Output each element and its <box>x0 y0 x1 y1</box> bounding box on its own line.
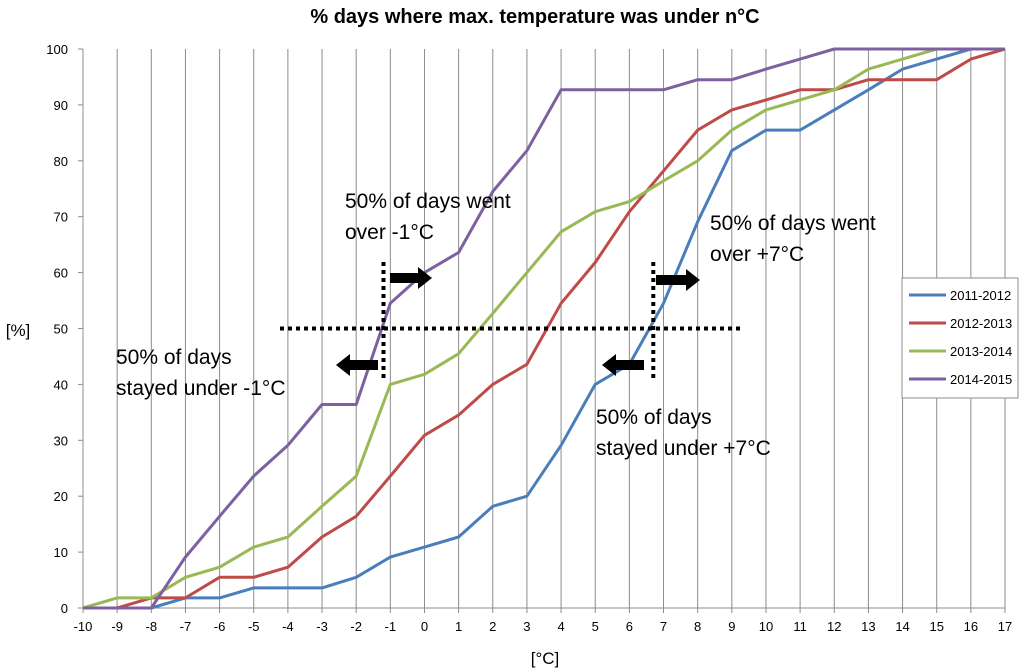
x-tick-label: 1 <box>455 619 462 634</box>
x-tick-label: -5 <box>248 619 260 634</box>
legend-label: 2013-2014 <box>950 344 1012 359</box>
y-tick-label: 20 <box>54 489 68 504</box>
annotation-line: over -1°C <box>345 221 434 244</box>
annotation-line: 50% of days went <box>345 190 511 213</box>
x-axis-label: [°C] <box>531 649 560 668</box>
y-tick-label: 70 <box>54 210 68 225</box>
x-tick-label: 15 <box>929 619 943 634</box>
reference-lines <box>280 262 742 382</box>
series-line-2014-2015 <box>83 47 1005 610</box>
x-tick-label: 4 <box>557 619 564 634</box>
x-tick-label: 5 <box>592 619 599 634</box>
annotation-line: 50% of days <box>116 346 232 369</box>
y-tick-label: 100 <box>46 42 68 57</box>
series-lines <box>82 47 1006 610</box>
legend: 2011-2012 2012-2013 2013-2014 2014-2015 <box>901 277 1019 399</box>
annotation-line: stayed under -1°C <box>116 377 286 400</box>
arrow-icon <box>336 354 378 376</box>
annotation-line: over +7°C <box>710 243 804 266</box>
annotation-line: 50% of days <box>596 406 712 429</box>
annotation-text: 50% of days stayed under -1°C <box>116 346 286 400</box>
y-tick-label: 60 <box>54 266 68 281</box>
arrow-icon <box>602 354 644 376</box>
x-tick-label: 2 <box>489 619 496 634</box>
y-tick-label: 10 <box>54 545 68 560</box>
chart-title: % days where max. temperature was under … <box>310 6 759 28</box>
y-tick-labels: 0 10 20 30 40 50 60 70 80 90 100 <box>46 42 68 616</box>
y-tick-label: 0 <box>61 601 68 616</box>
x-tick-label: -6 <box>214 619 226 634</box>
annotation-line: stayed under +7°C <box>596 437 771 460</box>
x-tick-label: 13 <box>861 619 875 634</box>
annotations: 50% of days went over -1°C 50% of days stay… <box>116 190 876 460</box>
y-tick-label: 80 <box>54 154 68 169</box>
y-tick-label: 30 <box>54 433 68 448</box>
x-tick-label: -10 <box>74 619 93 634</box>
y-axis-label: [%] <box>6 321 31 340</box>
x-tick-label: -2 <box>350 619 362 634</box>
x-tick-label: 12 <box>827 619 841 634</box>
annotation-text: 50% of days went over -1°C <box>345 190 511 244</box>
x-tick-label: 14 <box>895 619 909 634</box>
x-tick-label: -8 <box>146 619 158 634</box>
annotation-text: 50% of days stayed under +7°C <box>596 406 771 460</box>
x-tick-labels: -10 -9 -8 -7 -6 -5 -4 -3 -2 -1 0 1 2 3 4 5 6 7 8 9 10 11 12 13 1… <box>74 619 1013 634</box>
arrow-icon <box>656 269 700 291</box>
x-tick-label: 8 <box>694 619 701 634</box>
x-tick-label: 10 <box>759 619 773 634</box>
series-line-2012-2013 <box>83 47 1006 610</box>
legend-label: 2012-2013 <box>950 316 1012 331</box>
x-tick-label: 17 <box>998 619 1012 634</box>
y-tick-label: 90 <box>54 98 68 113</box>
axes <box>78 48 1006 613</box>
x-tick-label: -3 <box>316 619 328 634</box>
legend-label: 2011-2012 <box>950 288 1011 303</box>
series-line-2013-2014 <box>82 47 1005 610</box>
x-tick-label: 6 <box>626 619 633 634</box>
y-tick-label: 50 <box>54 322 68 337</box>
annotation-text: 50% of days went over +7°C <box>710 212 876 266</box>
x-tick-label: 0 <box>421 619 428 634</box>
annotation-line: 50% of days went <box>710 212 876 235</box>
x-tick-label: 11 <box>793 619 807 634</box>
x-tick-label: -4 <box>282 619 294 634</box>
x-tick-label: 3 <box>523 619 530 634</box>
x-tick-label: -7 <box>180 619 192 634</box>
series-line-2011-2012 <box>83 47 1005 610</box>
annotation-arrows <box>336 267 700 376</box>
y-tick-label: 40 <box>54 377 68 392</box>
legend-label: 2014-2015 <box>950 372 1012 387</box>
x-tick-label: 7 <box>660 619 667 634</box>
x-tick-label: 16 <box>964 619 978 634</box>
x-tick-label: 9 <box>728 619 735 634</box>
arrow-icon <box>390 267 432 289</box>
x-tick-label: -9 <box>111 619 123 634</box>
x-tick-label: -1 <box>385 619 397 634</box>
